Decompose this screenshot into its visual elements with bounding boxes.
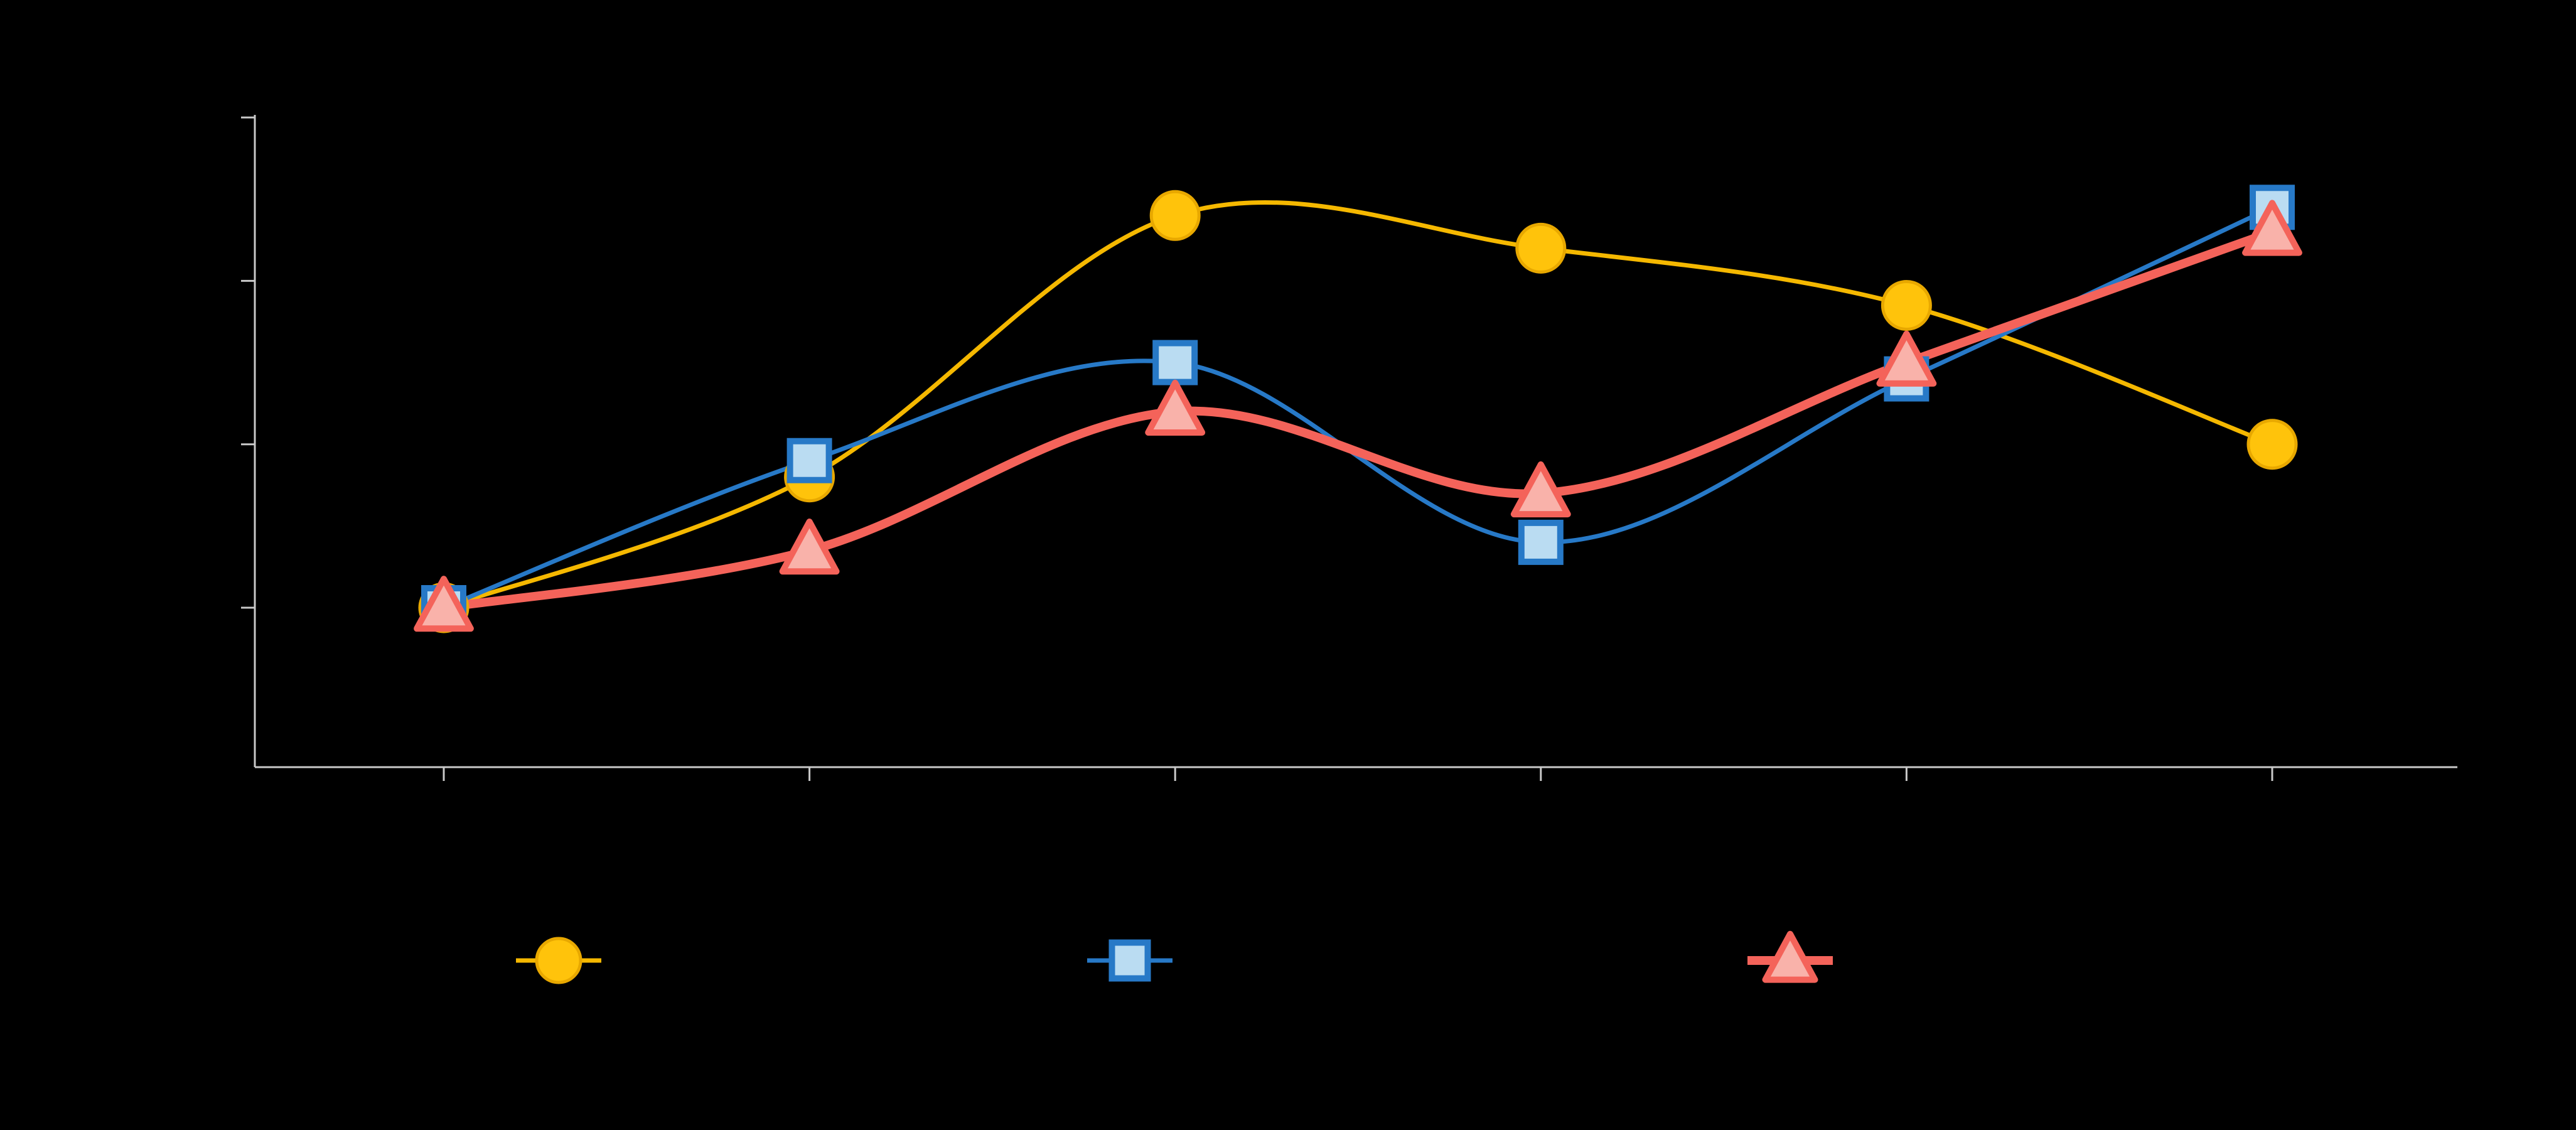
square-marker <box>786 438 832 483</box>
triangle-marker <box>779 519 840 575</box>
triangle-marker <box>414 576 474 632</box>
triangle-marker <box>1145 379 1206 436</box>
square-marker <box>1518 519 1564 565</box>
axes <box>241 115 2457 781</box>
square-marker <box>1152 340 1198 385</box>
square-marker <box>1108 939 1151 982</box>
legend-entry-triangle <box>1747 930 1833 983</box>
triangle-marker <box>1876 330 1937 387</box>
circle-marker <box>1881 279 1932 331</box>
series-line-circle <box>441 200 2275 610</box>
circle-marker <box>2246 419 2298 470</box>
triangle-marker <box>1762 930 1818 983</box>
series-line-square <box>441 205 2275 610</box>
circle-marker <box>535 937 582 984</box>
circle-marker <box>1515 222 1567 274</box>
legend <box>516 930 1833 984</box>
legend-entry-square <box>1087 939 1173 982</box>
legend-entry-circle <box>516 937 601 984</box>
series-markers-triangle <box>414 200 2302 632</box>
series-line-triangle <box>439 227 2277 612</box>
triangle-marker <box>2242 200 2302 256</box>
triangle-marker <box>1510 461 1571 518</box>
circle-marker <box>1149 190 1201 241</box>
